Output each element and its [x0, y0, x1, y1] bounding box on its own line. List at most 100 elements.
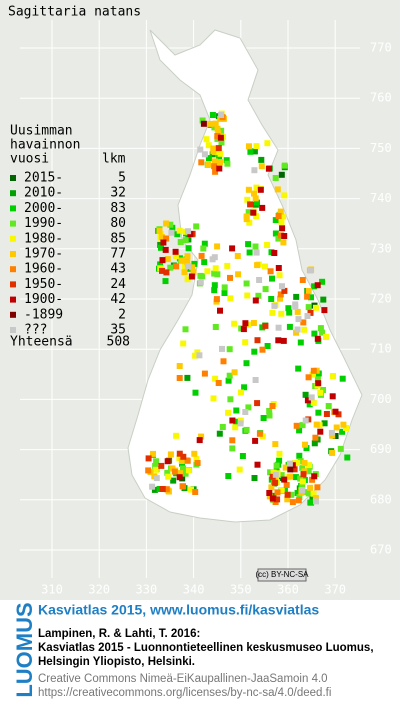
occurrence	[164, 469, 171, 476]
occurrence	[145, 467, 152, 474]
occurrence	[312, 434, 319, 441]
occurrence	[246, 143, 252, 150]
occurrence	[165, 473, 172, 480]
legend-count: 2	[118, 307, 126, 322]
occurrence	[215, 380, 222, 386]
occurrence	[299, 478, 306, 485]
occurrence	[164, 458, 171, 465]
occurrence	[188, 273, 195, 280]
occurrence	[275, 337, 282, 344]
occurrence	[300, 319, 307, 326]
occurrence	[214, 243, 221, 250]
occurrence	[198, 433, 205, 440]
occurrence	[304, 397, 311, 404]
occurrence	[201, 370, 208, 377]
license-text: https://creativecommons.org/licenses/by-…	[38, 687, 331, 699]
occurrence	[281, 487, 288, 494]
occurrence	[297, 339, 304, 346]
x-label: 310	[41, 583, 63, 597]
occurrence	[275, 213, 282, 219]
occurrence	[234, 253, 241, 259]
legend-total: 508	[107, 335, 130, 350]
occurrence	[180, 340, 187, 347]
occurrence	[272, 479, 279, 486]
occurrence	[184, 374, 191, 381]
occurrence	[225, 377, 232, 384]
occurrence	[184, 457, 191, 464]
occurrence	[272, 441, 279, 448]
occurrence	[196, 352, 203, 359]
occurrence	[176, 227, 183, 234]
occurrence	[220, 358, 227, 365]
occurrence	[277, 232, 284, 239]
occurrence	[253, 184, 260, 191]
occurrence	[297, 458, 304, 465]
occurrence	[189, 264, 196, 271]
occurrence	[315, 409, 322, 416]
occurrence	[252, 243, 259, 250]
y-label: 670	[370, 543, 392, 557]
occurrence	[190, 269, 197, 276]
occurrence	[315, 380, 322, 387]
occurrence	[200, 245, 207, 252]
occurrence	[266, 408, 273, 414]
occurrence	[281, 192, 288, 199]
occurrence	[301, 326, 308, 333]
legend-label: 1960-	[24, 262, 63, 277]
occurrence	[254, 400, 261, 407]
occurrence	[201, 259, 208, 266]
occurrence	[312, 495, 319, 502]
occurrence	[285, 305, 292, 312]
occurrence	[294, 326, 301, 333]
occurrence	[243, 280, 250, 287]
occurrence	[254, 337, 261, 344]
occurrence	[271, 250, 278, 256]
occurrence	[256, 277, 263, 283]
legend-label: 2010-	[24, 186, 63, 201]
occurrence	[191, 450, 198, 457]
legend-label: 1900-	[24, 292, 63, 307]
occurrence	[294, 490, 301, 496]
occurrence	[277, 291, 284, 298]
occurrence	[205, 142, 212, 149]
legend-swatch	[10, 311, 16, 318]
occurrence	[214, 271, 221, 278]
occurrence	[169, 465, 176, 472]
occurrence	[282, 464, 289, 471]
occurrence	[229, 445, 236, 452]
occurrence	[319, 278, 326, 285]
occurrence	[159, 257, 166, 264]
occurrence	[199, 273, 206, 280]
legend-label: 1970-	[24, 247, 63, 262]
occurrence	[250, 320, 257, 326]
occurrence	[227, 274, 233, 281]
occurrence	[314, 484, 321, 491]
occurrence	[255, 292, 262, 299]
occurrence	[174, 231, 181, 238]
occurrence	[205, 155, 212, 162]
occurrence	[160, 239, 167, 246]
occurrence	[272, 471, 279, 478]
occurrence	[313, 304, 319, 311]
occurrence	[242, 409, 249, 415]
occurrence	[245, 186, 252, 193]
occurrence	[274, 496, 281, 503]
occurrence	[185, 245, 192, 252]
occurrence	[305, 288, 312, 294]
occurrence	[283, 482, 290, 488]
occurrence	[284, 491, 291, 498]
occurrence	[269, 275, 275, 282]
occurrence	[194, 460, 201, 466]
occurrence	[241, 384, 248, 391]
occurrence	[259, 204, 266, 211]
occurrence	[252, 437, 259, 444]
occurrence	[197, 279, 204, 286]
legend-count: 35	[110, 323, 126, 338]
occurrence	[211, 124, 218, 131]
occurrence	[176, 375, 183, 381]
occurrence	[321, 420, 328, 427]
occurrence	[218, 139, 225, 146]
occurrence	[212, 120, 219, 127]
